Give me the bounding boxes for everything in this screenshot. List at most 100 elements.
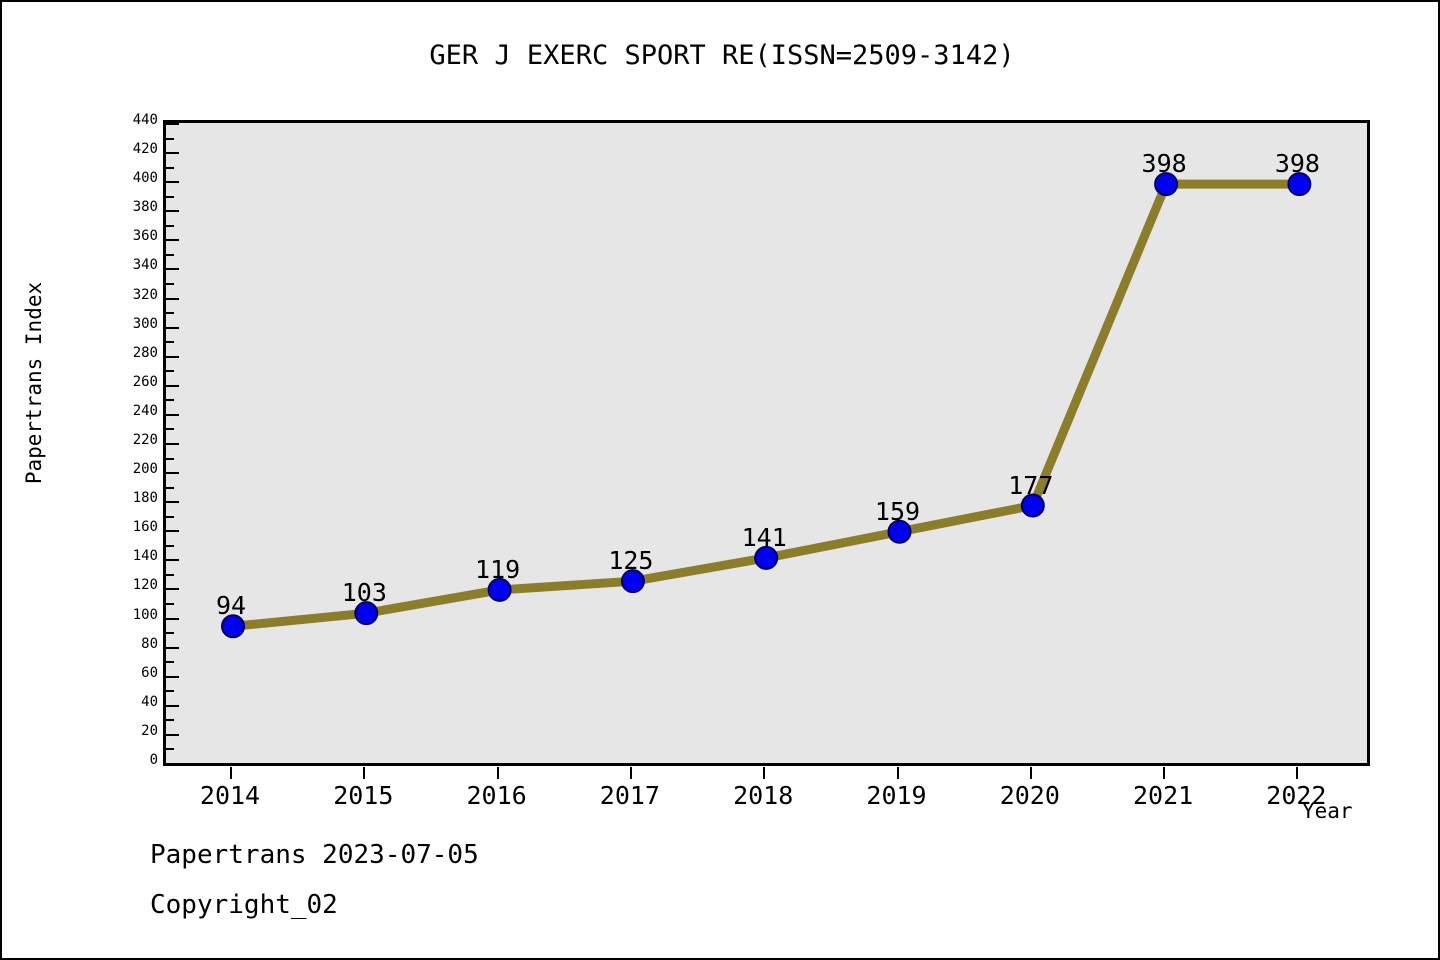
y-axis-tick-labels: 0 20 40 60 80 100 120 140 160 180 200 220 240 260 280 3… [120, 113, 158, 767]
y-axis-tick-label: 80 [141, 635, 158, 652]
y-axis-minor-tick [166, 341, 174, 344]
y-axis-major-tick [166, 268, 179, 271]
y-axis-major-tick [166, 239, 179, 242]
data-point-label: 141 [741, 522, 787, 552]
x-axis-tick-label: 2017 [599, 781, 660, 810]
data-point-marker[interactable] [754, 545, 779, 570]
data-point-label: 177 [1008, 470, 1054, 500]
y-axis-tick-label: 380 [132, 199, 158, 216]
y-axis-tick-label: 120 [132, 577, 158, 594]
data-point-label: 125 [608, 546, 654, 576]
x-axis-major-tick [629, 767, 632, 779]
x-axis-major-tick [763, 767, 766, 779]
data-point-marker[interactable] [354, 601, 379, 626]
y-axis-tick-label: 440 [132, 112, 158, 128]
x-axis-tick-label: 2021 [1132, 781, 1194, 810]
x-axis-major-tick [896, 767, 899, 779]
y-axis-minor-tick [166, 224, 174, 227]
x-axis-tick-label: 2019 [866, 781, 927, 810]
y-axis-minor-tick [166, 573, 174, 576]
y-axis-tick-label: 320 [132, 286, 158, 303]
y-axis-tick-label: 160 [132, 519, 158, 536]
y-axis-major-tick [166, 326, 179, 329]
y-axis-tick-label: 140 [132, 548, 158, 565]
y-axis-major-tick [166, 384, 179, 387]
data-point-label: 94 [215, 591, 247, 621]
y-axis-major-tick [166, 123, 179, 125]
y-axis-minor-tick [166, 748, 174, 751]
y-axis-tick-label: 260 [132, 373, 158, 390]
y-axis-minor-tick [166, 428, 174, 431]
y-axis-tick-label: 400 [132, 170, 158, 187]
x-axis-tick-label: 2018 [733, 781, 794, 810]
y-axis-major-tick [166, 181, 179, 184]
y-axis-minor-tick [166, 399, 174, 402]
plot-inner: 94 103 119 125 141 159 177 398 398 [166, 123, 1367, 763]
y-axis-minor-tick [166, 253, 174, 256]
y-axis-tick-label: 40 [141, 693, 158, 710]
y-axis-tick-label: 200 [132, 461, 158, 478]
plot-area: 94 103 119 125 141 159 177 398 398 [163, 120, 1370, 766]
y-axis-minor-tick [166, 690, 174, 693]
y-axis-tick-label: 240 [132, 402, 158, 419]
data-point-marker[interactable] [887, 519, 912, 544]
y-axis-tick-label: 420 [132, 141, 158, 158]
y-axis-major-tick [166, 501, 179, 504]
y-axis-minor-tick [166, 457, 174, 460]
y-axis-minor-tick [166, 370, 174, 373]
x-axis-major-tick [230, 767, 232, 779]
x-axis-title: Year [1302, 799, 1353, 823]
data-point-marker[interactable] [221, 614, 245, 639]
y-axis-minor-tick [166, 283, 174, 285]
y-axis-tick-label: 0 [149, 752, 158, 768]
y-axis-major-tick [166, 413, 179, 416]
y-axis-major-tick [166, 530, 179, 533]
y-axis-major-tick [166, 675, 179, 678]
footer-line-source: Papertrans 2023-07-05 [150, 840, 479, 870]
y-axis-major-tick [166, 763, 179, 765]
data-point-marker[interactable] [1287, 172, 1312, 197]
y-axis-tick-label: 20 [141, 722, 158, 739]
y-axis-minor-tick [166, 661, 174, 664]
x-axis-tick-label: 2020 [999, 781, 1060, 810]
y-axis-tick-label: 300 [132, 315, 158, 332]
y-axis-major-tick [166, 210, 179, 213]
data-point-label: 398 [1274, 149, 1320, 179]
x-axis-tick-label: 2014 [199, 781, 261, 810]
x-axis-major-tick [496, 767, 499, 779]
series-line-chart [221, 172, 1312, 639]
data-point-label: 119 [475, 554, 521, 584]
y-axis-minor-tick [166, 166, 174, 169]
y-axis-tick-label: 180 [132, 490, 158, 507]
data-point-label: 103 [341, 578, 387, 608]
y-axis-minor-tick [166, 632, 174, 635]
y-axis-tick-label: 280 [132, 344, 158, 361]
data-point-marker[interactable] [1020, 493, 1045, 518]
x-axis-major-tick [363, 767, 366, 779]
footer-line-copyright: Copyright_02 [150, 890, 338, 920]
y-axis-tick-label: 360 [132, 228, 158, 245]
y-axis-tick-label: 220 [132, 432, 158, 448]
y-axis-major-tick [166, 297, 179, 300]
x-axis-major-tick [1029, 767, 1032, 779]
y-axis-minor-tick [166, 195, 174, 198]
y-axis-major-tick [166, 617, 179, 620]
y-axis-major-tick [166, 472, 179, 475]
y-axis-tick-label: 340 [132, 257, 158, 274]
y-axis-major-tick [166, 355, 179, 358]
x-axis-major-tick [1296, 767, 1299, 779]
x-axis-major-tick [1163, 767, 1166, 779]
x-axis-tick-label: 2016 [466, 781, 527, 810]
data-point-label: 398 [1141, 149, 1187, 179]
data-point-marker[interactable] [487, 577, 512, 602]
x-axis-tick-label: 2022 [1266, 781, 1327, 810]
y-axis-minor-tick [166, 137, 174, 140]
y-axis-major-tick [166, 733, 179, 736]
y-axis-minor-tick [166, 312, 174, 315]
data-point-marker[interactable] [1154, 172, 1179, 197]
x-axis-tick-labels: 2014 2015 2016 2017 2018 2019 2020 2021 2022 [163, 767, 1364, 810]
y-axis-major-tick [166, 559, 179, 562]
y-axis-minor-tick [166, 486, 174, 489]
data-point-marker[interactable] [620, 569, 645, 594]
